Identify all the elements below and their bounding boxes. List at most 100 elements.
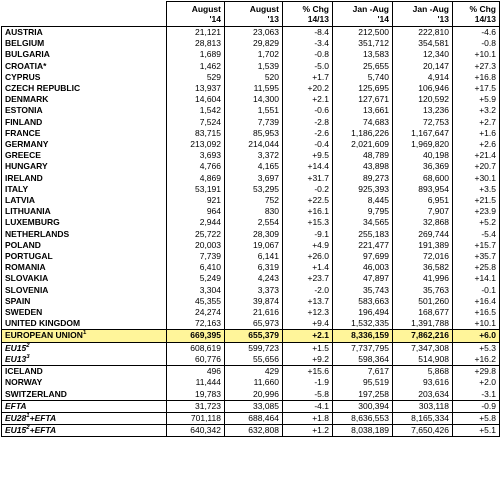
aug-13-value: 4,243 — [224, 273, 283, 285]
country-name: CZECH REPUBLIC — [5, 83, 81, 94]
month-change-value: -0.2 — [282, 183, 333, 196]
jan-aug-14-value: 8,038,189 — [332, 424, 393, 438]
jan-aug-14-value: 583,663 — [332, 295, 393, 308]
row-label: CZECH REPUBLIC — [1, 83, 167, 95]
ytd-change-value: +1.6 — [452, 127, 500, 140]
country-name: AUSTRIA — [5, 27, 43, 37]
ytd-change-value: +10.1 — [452, 318, 500, 330]
aug-14-value: 608,619 — [166, 342, 225, 354]
ytd-change-value: +25.8 — [452, 262, 500, 274]
month-change-value: +1.2 — [282, 424, 333, 438]
month-change-value: +22.5 — [282, 195, 333, 207]
row-label: ICELAND — [1, 365, 167, 378]
month-change-value: +1.8 — [282, 411, 333, 425]
jan-aug-14-value: 48,789 — [332, 150, 393, 162]
jan-aug-14-value: 598,364 — [332, 353, 393, 366]
row-label: LITHUANIA — [1, 206, 167, 218]
aug-13-value: 21,616 — [224, 307, 283, 319]
country-name: LITHUANIA — [5, 206, 51, 217]
aug-14-value: 4,766 — [166, 161, 225, 173]
row-label: LUXEMBURG — [1, 217, 167, 229]
aug-13-value: 830 — [224, 206, 283, 218]
row-label: ESTONIA — [1, 105, 167, 117]
aug-14-value: 1,542 — [166, 105, 225, 117]
row-label: EU281+EFTA — [1, 411, 167, 425]
month-change-value: -9.1 — [282, 228, 333, 240]
jan-aug-13-value: 12,340 — [392, 49, 453, 61]
month-change-value: -4.1 — [282, 399, 333, 413]
ytd-change-value: +23.9 — [452, 206, 500, 218]
ytd-change-value: +16.8 — [452, 71, 500, 84]
jan-aug-14-value: 47,897 — [332, 273, 393, 285]
aug-13-value: 39,874 — [224, 295, 283, 308]
jan-aug-13-value: 40,198 — [392, 150, 453, 162]
ytd-change-value: +16.2 — [452, 353, 500, 366]
aug-13-value: 1,539 — [224, 60, 283, 72]
jan-aug-13-value: 7,347,308 — [392, 342, 453, 354]
header-chg-month: % Chg 14/13 — [282, 1, 333, 27]
country-name: LATVIA — [5, 195, 36, 206]
month-change-value: +13.7 — [282, 295, 333, 308]
month-change-value: +23.7 — [282, 273, 333, 285]
aug-14-value: 4,869 — [166, 172, 225, 184]
ytd-change-value: +5.1 — [452, 424, 500, 438]
aug-13-value: 55,656 — [224, 353, 283, 366]
jan-aug-13-value: 501,260 — [392, 295, 453, 308]
month-change-value: -2.0 — [282, 284, 333, 296]
jan-aug-13-value: 5,868 — [392, 365, 453, 378]
jan-aug-14-value: 95,519 — [332, 377, 393, 389]
ytd-change-value: +10.1 — [452, 49, 500, 61]
aug-14-value: 60,776 — [166, 353, 225, 366]
aug-14-value: 1,689 — [166, 49, 225, 61]
country-name: GREECE — [5, 150, 41, 161]
row-label: POLAND — [1, 239, 167, 252]
row-label: SPAIN — [1, 295, 167, 308]
month-change-value: +2.1 — [282, 329, 333, 343]
row-label: BELGIUM — [1, 38, 167, 50]
month-change-value: +9.2 — [282, 353, 333, 366]
jan-aug-14-value: 8,445 — [332, 195, 393, 207]
jan-aug-13-value: 1,969,820 — [392, 139, 453, 151]
ytd-change-value: +15.7 — [452, 239, 500, 252]
ytd-change-value: +17.5 — [452, 83, 500, 95]
jan-aug-13-value: 203,634 — [392, 388, 453, 401]
jan-aug-13-value: 13,236 — [392, 105, 453, 117]
table-row: CZECH REPUBLIC 13,937 11,595 +20.2 125,695 10… — [1, 83, 500, 95]
jan-aug-13-value: 93,616 — [392, 377, 453, 389]
jan-aug-13-value: 1,167,647 — [392, 127, 453, 140]
aug-13-value: 14,300 — [224, 94, 283, 106]
header-country-blank — [1, 1, 167, 27]
table-row: EU281+EFTA 701,118 688,464 +1.8 8,636,553 8,1… — [1, 411, 500, 425]
jan-aug-14-value: 46,003 — [332, 262, 393, 274]
aug-13-value: 520 — [224, 71, 283, 84]
table-body: AUSTRIA 21,121 23,063 -8.4 212,500 222,810 -4.… — [1, 26, 500, 438]
country-name: ITALY — [5, 183, 29, 194]
jan-aug-13-value: 303,118 — [392, 399, 453, 413]
aug-13-value: 688,464 — [224, 411, 283, 425]
aug-13-value: 23,063 — [224, 26, 283, 39]
aug-13-value: 1,702 — [224, 49, 283, 61]
table-row: EU152 608,619 599,723 +1.5 7,737,795 7,347,30… — [1, 342, 500, 354]
jan-aug-13-value: 4,914 — [392, 71, 453, 84]
table-row: POLAND 20,003 19,067 +4.9 221,477 191,389 +15.… — [1, 239, 500, 252]
footnote-marker: 2 — [26, 425, 30, 432]
jan-aug-14-value: 125,695 — [332, 83, 393, 95]
jan-aug-13-value: 6,951 — [392, 195, 453, 207]
country-name: NETHERLANDS — [5, 228, 70, 239]
row-label: LATVIA — [1, 195, 167, 207]
country-name: BULGARIA — [5, 49, 50, 60]
ytd-change-value: +3.5 — [452, 183, 500, 196]
country-name: DENMARK — [5, 94, 49, 105]
country-name: ESTONIA — [5, 105, 43, 116]
table-row: HUNGARY 4,766 4,165 +14.4 43,898 36,369 +20.7 — [1, 161, 500, 173]
country-name: SWEDEN — [5, 307, 43, 318]
row-label: HUNGARY — [1, 161, 167, 173]
month-change-value: +2.1 — [282, 94, 333, 106]
aug-13-value: 6,141 — [224, 251, 283, 263]
table-row: BELGIUM 28,813 29,829 -3.4 351,712 354,581 -0.… — [1, 38, 500, 50]
table-row: SLOVENIA 3,304 3,373 -2.0 35,743 35,763 -0.1 — [1, 284, 500, 296]
table-row: GERMANY 213,092 214,044 -0.4 2,021,609 1,969,… — [1, 139, 500, 151]
aug-14-value: 964 — [166, 206, 225, 218]
month-change-value: +15.6 — [282, 365, 333, 378]
row-label: CROATIA* — [1, 60, 167, 72]
